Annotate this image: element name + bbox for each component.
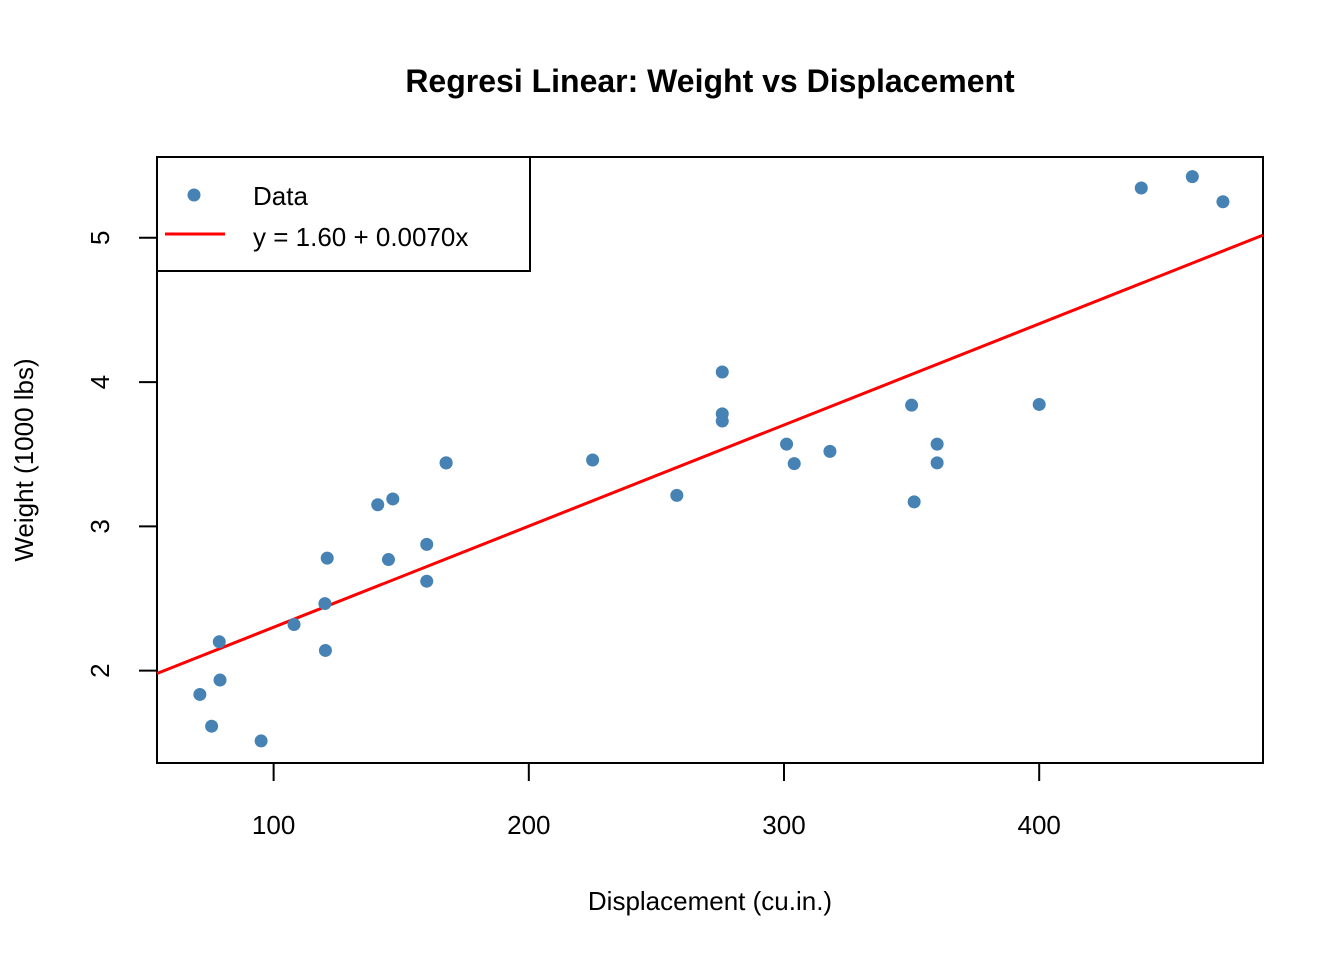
x-axis: 100 200 300 400 — [252, 763, 1061, 840]
data-point — [205, 719, 219, 733]
y-tick-label: 2 — [85, 663, 115, 677]
data-point — [287, 617, 301, 631]
data-point — [930, 456, 944, 470]
x-tick-label: 200 — [507, 810, 550, 840]
data-point — [787, 457, 801, 471]
data-point — [318, 643, 332, 657]
data-point — [907, 495, 921, 509]
data-point — [320, 551, 334, 565]
plot-area — [156, 170, 1264, 748]
data-point — [670, 488, 684, 502]
data-point — [905, 398, 919, 412]
regression-line-group — [156, 233, 1264, 675]
data-point — [318, 597, 332, 611]
y-axis-label: Weight (1000 lbs) — [9, 358, 39, 561]
data-point — [586, 453, 600, 467]
y-tick-label: 3 — [85, 519, 115, 533]
y-tick-label: 5 — [85, 231, 115, 245]
data-point — [254, 734, 268, 748]
legend: Data y = 1.60 + 0.0070x — [156, 156, 531, 272]
data-point — [823, 444, 837, 458]
legend-label-data: Data — [253, 181, 308, 211]
data-point — [715, 407, 729, 421]
data-point — [420, 574, 434, 588]
data-points — [193, 170, 1230, 748]
chart-title: Regresi Linear: Weight vs Displacement — [405, 63, 1015, 99]
data-point — [715, 365, 729, 379]
legend-point-marker — [187, 188, 201, 202]
data-point — [439, 456, 453, 470]
data-point — [381, 553, 395, 567]
x-axis-label: Displacement (cu.in.) — [588, 886, 832, 916]
data-point — [1032, 397, 1046, 411]
data-point — [420, 537, 434, 551]
plot-frame — [156, 156, 1264, 764]
data-point — [780, 437, 794, 451]
data-point — [1185, 170, 1199, 184]
legend-box — [156, 156, 531, 272]
y-axis: 2 3 4 5 — [85, 231, 157, 678]
legend-label-regression: y = 1.60 + 0.0070x — [253, 222, 468, 252]
data-point — [213, 673, 227, 687]
data-point — [371, 498, 385, 512]
data-point — [930, 437, 944, 451]
data-point — [1134, 181, 1148, 195]
x-tick-label: 400 — [1018, 810, 1061, 840]
data-point — [386, 492, 400, 506]
regression-line — [156, 233, 1264, 675]
x-tick-label: 300 — [762, 810, 805, 840]
y-tick-label: 4 — [85, 375, 115, 389]
data-point — [212, 635, 226, 649]
x-tick-label: 100 — [252, 810, 295, 840]
data-point — [1216, 195, 1230, 209]
data-point — [193, 687, 207, 701]
